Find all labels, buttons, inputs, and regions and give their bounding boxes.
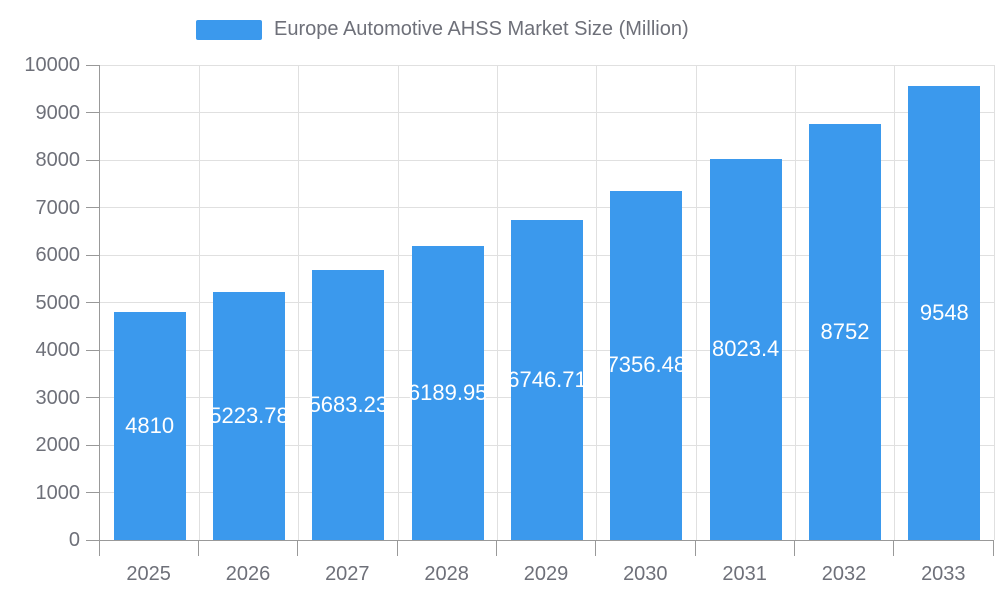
legend[interactable]: Europe Automotive AHSS Market Size (Mill…: [196, 18, 689, 41]
y-axis-tick-label: 3000: [35, 386, 81, 409]
bar-2025[interactable]: 4810: [113, 311, 186, 540]
gridline-vertical: [397, 65, 399, 540]
y-axis-tick-label: 5000: [35, 291, 81, 314]
y-axis-tick-mark: [86, 539, 99, 541]
x-axis-tick-mark: [197, 541, 199, 556]
y-axis-tick-mark: [86, 397, 99, 398]
y-axis-tick-label: 2000: [35, 434, 81, 456]
y-axis-tick-mark: [86, 444, 99, 446]
y-axis-tick-label: 9000: [35, 101, 81, 124]
gridline-vertical: [894, 65, 896, 540]
gridline-vertical: [198, 65, 200, 540]
bar-value-label: 5223.78: [209, 402, 289, 428]
gridline-vertical: [695, 65, 697, 540]
y-axis-tick-label: 8000: [35, 149, 81, 171]
x-axis-tick-mark: [297, 541, 299, 556]
gridline-horizontal: [100, 159, 994, 161]
x-axis-tick-mark: [595, 541, 597, 556]
x-axis-tick-mark: [893, 541, 895, 556]
x-axis-tick-label: 2030: [623, 563, 668, 585]
y-axis-tick-label: 7000: [35, 196, 81, 219]
bar-2028[interactable]: 6189.95: [408, 245, 487, 540]
x-axis-tick-label: 2028: [424, 563, 469, 585]
x-axis-tick-label: 2032: [821, 563, 867, 585]
y-axis-tick-label: 0: [68, 529, 80, 551]
gridline-vertical: [993, 65, 995, 540]
bar-2031[interactable]: 8023.4: [709, 158, 782, 540]
x-axis-tick-label: 2026: [225, 563, 271, 585]
bar-2030[interactable]: 7356.48: [607, 190, 686, 540]
gridline-horizontal: [100, 112, 994, 113]
bar-value-label: 5683.23: [308, 392, 389, 418]
x-axis-tick-mark: [98, 541, 100, 556]
bar-value-label: 4810: [125, 412, 175, 438]
y-axis-tick-label: 10000: [24, 54, 80, 76]
bar-2026[interactable]: 5223.78: [209, 291, 289, 540]
gridline-horizontal: [100, 64, 994, 66]
y-axis-tick-label: 1000: [35, 481, 81, 504]
x-axis-tick-label: 2033: [921, 563, 966, 585]
x-axis-tick-mark: [495, 541, 497, 556]
legend-swatch: [196, 19, 262, 40]
x-axis-tick-mark: [694, 541, 696, 556]
x-axis-tick-mark: [992, 541, 994, 556]
y-axis-tick-mark: [86, 349, 99, 351]
y-axis-tick-mark: [86, 302, 99, 303]
legend-label: Europe Automotive AHSS Market Size (Mill…: [274, 18, 689, 40]
x-axis-tick-label: 2027: [325, 563, 370, 585]
bar-2029[interactable]: 6746.71: [507, 219, 587, 540]
gridline-vertical: [298, 65, 300, 540]
gridline-vertical: [496, 65, 498, 540]
y-axis-tick-label: 4000: [35, 339, 81, 361]
y-axis-tick-mark: [86, 254, 99, 256]
gridline-vertical: [794, 65, 796, 540]
x-axis-tick-mark: [793, 541, 795, 556]
y-axis-tick-mark: [86, 492, 99, 493]
gridline-vertical: [596, 65, 598, 540]
y-axis-tick-mark: [86, 112, 99, 113]
bar-value-label: 7356.48: [606, 352, 687, 378]
bar-value-label: 8023.4: [712, 336, 780, 362]
x-axis-tick-label: 2025: [126, 563, 171, 585]
plot-area: 4810 5223.78 5683.23 6189.95 6746.71 7356.48 8…: [99, 64, 995, 541]
x-axis-tick-label: 2029: [523, 563, 569, 585]
bar-value-label: 6746.71: [507, 366, 587, 392]
x-axis-tick-mark: [396, 541, 398, 556]
bar-2032[interactable]: 8752: [809, 124, 881, 540]
bar-value-label: 9548: [919, 300, 969, 326]
y-axis-tick-mark: [86, 207, 99, 208]
bar-value-label: 6189.95: [407, 379, 488, 405]
y-axis-tick-mark: [86, 64, 99, 66]
gridline-horizontal: [100, 207, 994, 208]
x-axis-tick-label: 2031: [722, 563, 767, 585]
y-axis-tick-mark: [86, 159, 99, 161]
bar-2033[interactable]: 9548: [908, 86, 981, 540]
bar-value-label: 8752: [820, 319, 870, 345]
bar-2027[interactable]: 5683.23: [309, 270, 388, 540]
y-axis-tick-label: 6000: [35, 244, 81, 266]
